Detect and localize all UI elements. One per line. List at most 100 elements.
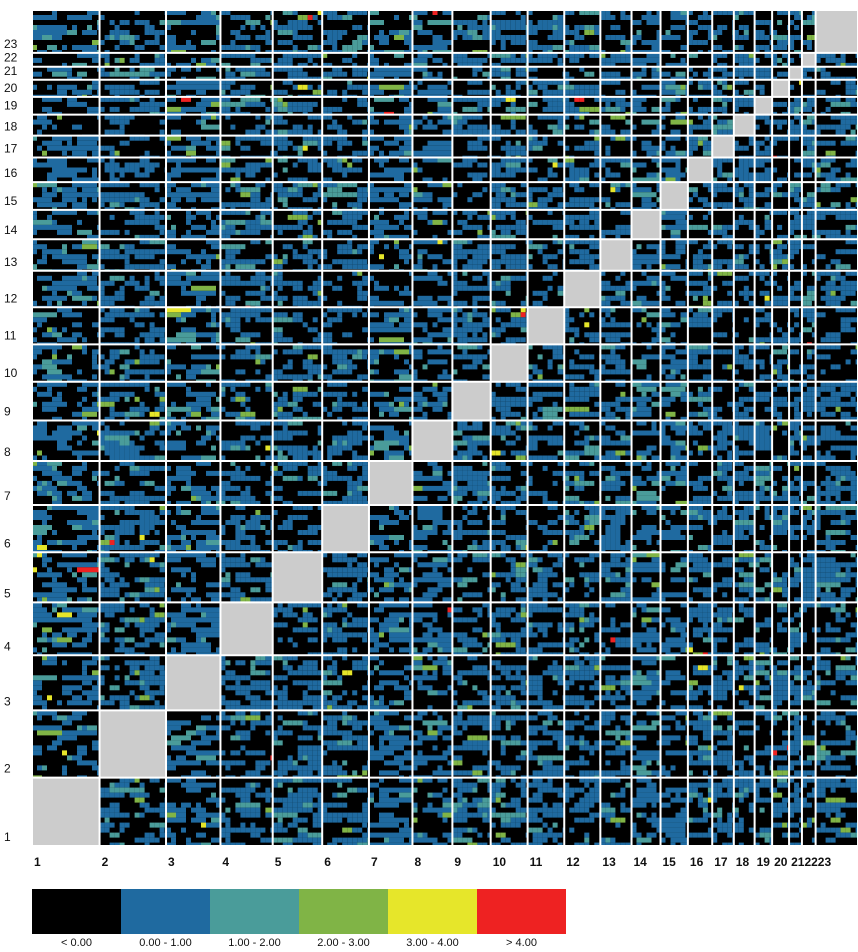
heatmap-cell [181, 285, 186, 291]
heatmap-cell [92, 52, 97, 58]
heatmap-cell [206, 775, 211, 778]
heatmap-cell [181, 167, 186, 173]
heatmap-cell [97, 89, 100, 95]
heatmap-cell [77, 485, 82, 491]
heatmap-cell [270, 715, 273, 721]
heatmap-cell [52, 66, 57, 72]
heatmap-cell [77, 520, 82, 525]
heatmap-cell [144, 101, 150, 107]
heatmap-cell [312, 750, 318, 756]
heatmap-cell [282, 10, 288, 15]
heatmap-cell [87, 607, 92, 613]
heatmap-cell [114, 675, 120, 681]
heatmap-cell [245, 485, 251, 491]
heatmap-cell [99, 327, 105, 333]
heatmap-cell [342, 802, 348, 808]
heatmap-cell [99, 182, 105, 188]
heatmap-cell [216, 822, 221, 828]
heatmap-cell [240, 710, 246, 716]
heatmap-cell [240, 675, 246, 681]
heatmap-cell [154, 359, 160, 365]
heatmap-cell [302, 295, 308, 301]
heatmap-cell [47, 710, 52, 716]
heatmap-cell [159, 369, 165, 375]
heatmap-cell [196, 285, 201, 291]
heatmap-cell [176, 192, 181, 198]
heatmap-cell [240, 45, 246, 50]
heatmap-cell [57, 359, 62, 365]
heatmap-cell [225, 822, 231, 828]
heatmap-cell [220, 84, 226, 90]
heatmap-cell [139, 322, 145, 328]
heatmap-cell [297, 545, 303, 550]
heatmap-cell [216, 239, 221, 245]
heatmap-cell [225, 700, 231, 706]
heatmap-cell [312, 665, 318, 671]
heatmap-cell [245, 750, 251, 756]
heatmap-cell [282, 119, 288, 125]
heatmap-cell [265, 577, 271, 583]
heatmap-cell [287, 349, 293, 355]
heatmap-cell [72, 25, 77, 30]
heatmap-cell [201, 197, 206, 203]
heatmap-cell [181, 96, 186, 102]
heatmap-cell [302, 234, 308, 240]
heatmap-cell [277, 675, 283, 681]
heatmap-cell [201, 234, 206, 240]
heatmap-cell [159, 224, 165, 230]
heatmap-cell [99, 254, 105, 260]
heatmap-cell [240, 84, 246, 90]
heatmap-cell [201, 364, 206, 370]
heatmap-cell [220, 342, 226, 345]
heatmap-cell [77, 470, 82, 476]
heatmap-cell [134, 322, 140, 328]
heatmap-cell [99, 637, 105, 643]
heatmap-cell [67, 379, 72, 382]
heatmap-cell [77, 295, 82, 301]
heatmap-cell [67, 312, 72, 318]
heatmap-cell [297, 386, 303, 392]
heatmap-cell [201, 96, 206, 102]
heatmap-cell [211, 416, 216, 421]
heatmap-cell [230, 445, 236, 451]
heatmap-cell [191, 135, 196, 141]
heatmap-cell [92, 685, 97, 691]
heatmap-cell [216, 406, 221, 412]
heatmap-cell [240, 219, 246, 225]
heatmap-cell [97, 224, 100, 230]
heatmap-cell [302, 460, 308, 466]
heatmap-cell [196, 642, 201, 648]
heatmap-cell [139, 79, 145, 85]
heatmap-cell [124, 229, 130, 235]
heatmap-cell [82, 239, 87, 245]
heatmap-cell [109, 807, 115, 813]
heatmap-cell [250, 705, 256, 711]
heatmap-cell [245, 229, 251, 235]
heatmap-cell [272, 114, 278, 120]
heatmap-cell [277, 259, 283, 265]
heatmap-cell [171, 647, 176, 653]
heatmap-cell [317, 777, 323, 783]
heatmap-cell [181, 612, 186, 618]
heatmap-cell [201, 832, 206, 838]
heatmap-cell [277, 690, 283, 696]
heatmap-cell [307, 837, 313, 843]
heatmap-cell [97, 765, 100, 771]
heatmap-cell [62, 735, 67, 741]
heatmap-cell [149, 349, 155, 355]
heatmap-cell [52, 254, 57, 260]
heatmap-cell [37, 420, 42, 426]
heatmap-cell [255, 129, 261, 135]
heatmap-cell [114, 332, 120, 338]
heatmap-cell [186, 480, 191, 486]
heatmap-cell [62, 690, 67, 696]
heatmap-cell [255, 832, 261, 838]
heatmap-cell [134, 10, 140, 15]
heatmap-cell [57, 540, 62, 545]
heatmap-cell [67, 435, 72, 441]
heatmap-cell [67, 612, 72, 618]
heatmap-cell [104, 35, 110, 40]
heatmap-cell [312, 637, 318, 643]
heatmap-cell [82, 577, 87, 583]
heatmap-cell [245, 775, 251, 778]
